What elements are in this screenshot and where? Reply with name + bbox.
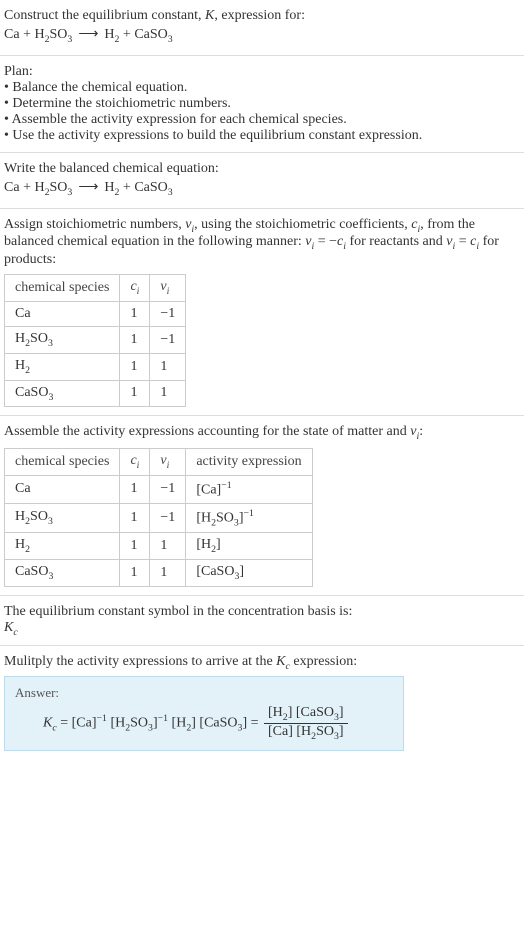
activity-intro: Assemble the activity expressions accoun… bbox=[4, 424, 520, 442]
prompt-section: Construct the equilibrium constant, K, e… bbox=[0, 0, 524, 56]
prompt-part2: , expression for: bbox=[214, 8, 305, 23]
fraction-numerator: [H2] [CaSO3] bbox=[264, 705, 348, 724]
balanced-title: Write the balanced chemical equation: bbox=[4, 161, 520, 177]
table-row: Ca 1 −1 bbox=[5, 301, 186, 326]
answer-box: Answer: Kc = [Ca]−1 [H2SO3]−1 [H2] [CaSO… bbox=[4, 676, 404, 751]
reactant-H2SO3: H2SO3 bbox=[34, 27, 72, 42]
prompt-part1: Construct the equilibrium constant, bbox=[4, 8, 205, 23]
table-row: H2SO3 1 −1 [H2SO3]−1 bbox=[5, 503, 313, 532]
activity-table: chemical species ci νi activity expressi… bbox=[4, 448, 313, 587]
plan-section: Plan: • Balance the chemical equation. •… bbox=[0, 56, 524, 153]
stoich-section: Assign stoichiometric numbers, νi, using… bbox=[0, 209, 524, 417]
K-symbol: K bbox=[205, 8, 214, 23]
arrow-icon-2: ⟶ bbox=[72, 180, 104, 195]
table-row: H2 1 1 bbox=[5, 353, 186, 380]
col-ci: ci bbox=[120, 275, 150, 302]
stoich-intro: Assign stoichiometric numbers, νi, using… bbox=[4, 217, 520, 269]
plus-sign: + bbox=[20, 27, 35, 42]
multiply-text: Mulitply the activity expressions to arr… bbox=[4, 654, 520, 672]
table-row: CaSO3 1 1 [CaSO3] bbox=[5, 559, 313, 586]
kc-intro-text: The equilibrium constant symbol in the c… bbox=[4, 604, 520, 620]
plan-title: Plan: bbox=[4, 64, 520, 80]
arrow-icon: ⟶ bbox=[72, 27, 104, 42]
table-row: CaSO3 1 1 bbox=[5, 380, 186, 407]
equation-unbalanced: Ca + H2SO3⟶H2 + CaSO3 bbox=[4, 24, 520, 47]
table-row: H2SO3 1 −1 bbox=[5, 326, 186, 353]
product-H2: H2 bbox=[104, 27, 119, 42]
balanced-section: Write the balanced chemical equation: Ca… bbox=[0, 153, 524, 209]
plan-bullet-2: • Determine the stoichiometric numbers. bbox=[4, 96, 520, 112]
fraction-denominator: [Ca] [H2SO3] bbox=[264, 724, 348, 742]
activity-section: Assemble the activity expressions accoun… bbox=[0, 416, 524, 595]
answer-expression: Kc = [Ca]−1 [H2SO3]−1 [H2] [CaSO3] = [H2… bbox=[15, 701, 393, 742]
reactant-Ca: Ca bbox=[4, 27, 20, 42]
multiply-section: Mulitply the activity expressions to arr… bbox=[0, 646, 524, 758]
table-header-row: chemical species ci νi activity expressi… bbox=[5, 449, 313, 476]
plan-bullet-1: • Balance the chemical equation. bbox=[4, 80, 520, 96]
col-species: chemical species bbox=[5, 275, 120, 302]
stoich-table: chemical species ci νi Ca 1 −1 H2SO3 1 −… bbox=[4, 274, 186, 407]
equation-balanced: Ca + H2SO3⟶H2 + CaSO3 bbox=[4, 177, 520, 200]
table-row: H2 1 1 [H2] bbox=[5, 533, 313, 560]
fraction: [H2] [CaSO3][Ca] [H2SO3] bbox=[262, 705, 350, 742]
answer-label: Answer: bbox=[15, 685, 393, 701]
prompt-text: Construct the equilibrium constant, K, e… bbox=[4, 8, 520, 24]
table-header-row: chemical species ci νi bbox=[5, 275, 186, 302]
col-vi: νi bbox=[150, 275, 186, 302]
table-row: Ca 1 −1 [Ca]−1 bbox=[5, 475, 313, 503]
plan-bullet-3: • Assemble the activity expression for e… bbox=[4, 112, 520, 128]
kc-symbol: Kc bbox=[4, 620, 520, 638]
plan-bullet-4: • Use the activity expressions to build … bbox=[4, 128, 520, 144]
plus-sign-2: + bbox=[119, 27, 134, 42]
product-CaSO3: CaSO3 bbox=[134, 27, 172, 42]
kc-symbol-section: The equilibrium constant symbol in the c… bbox=[0, 596, 524, 647]
